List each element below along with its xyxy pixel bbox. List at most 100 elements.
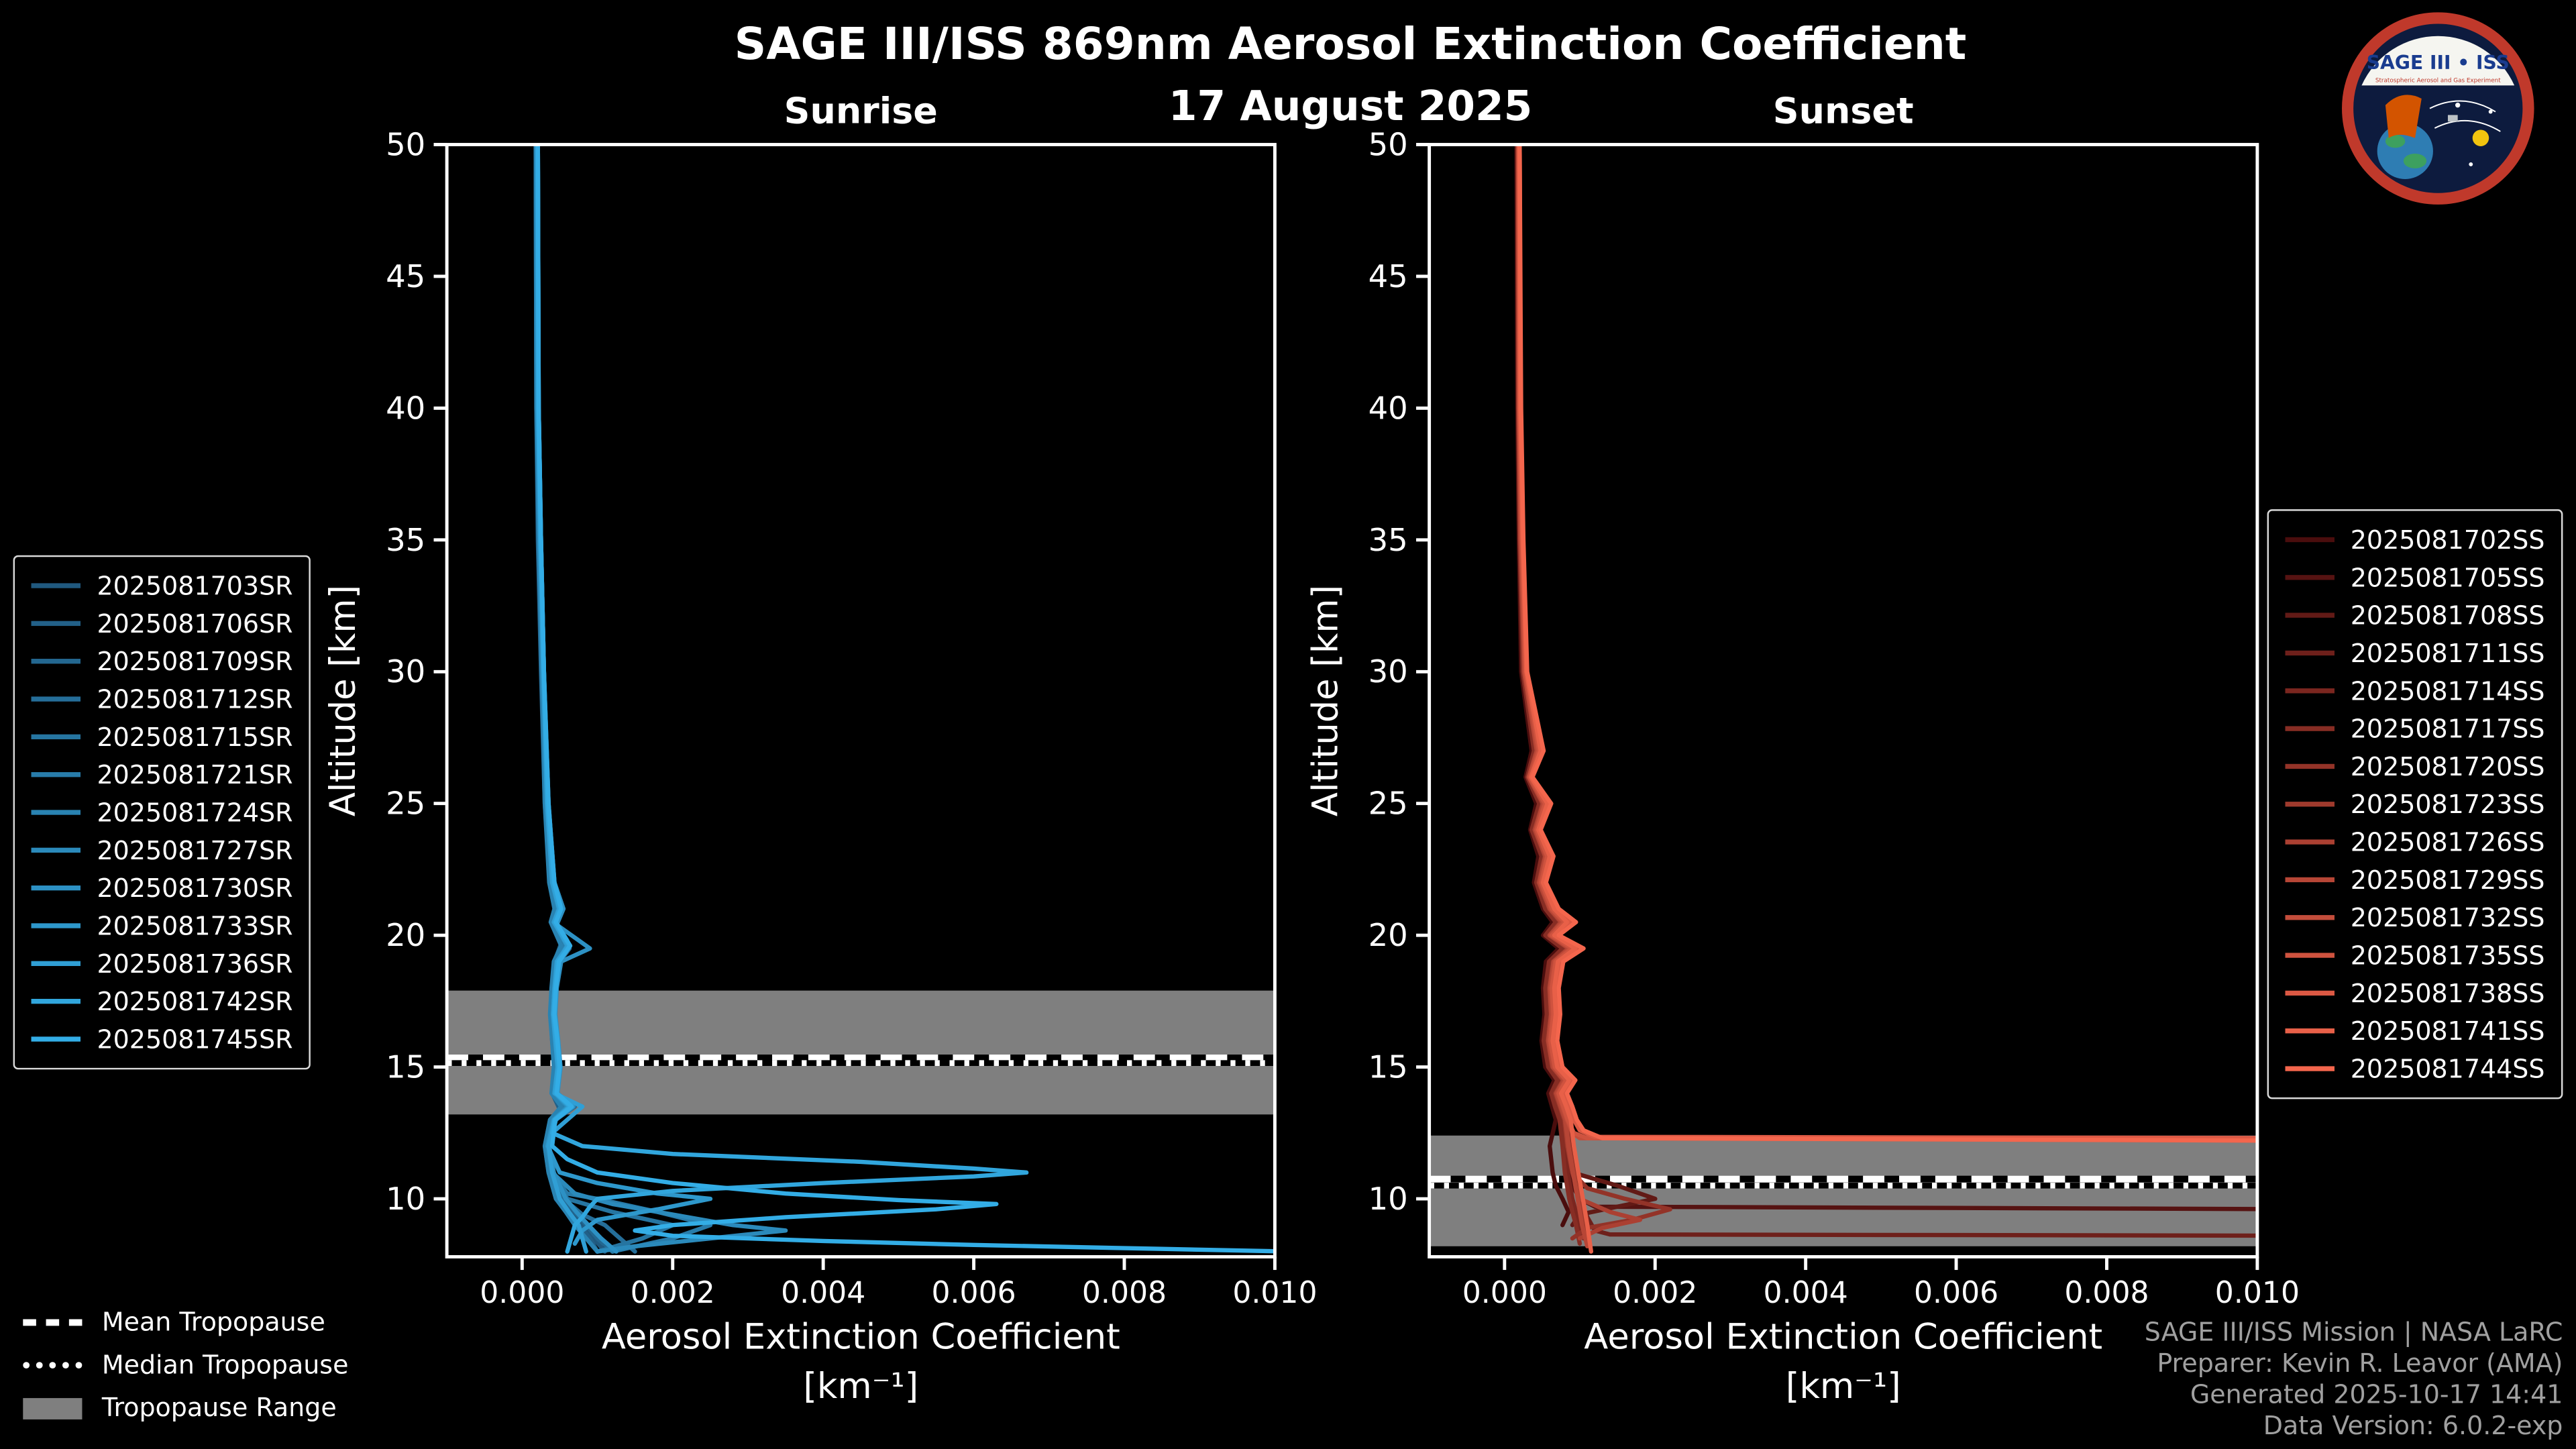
profile-line-2025081705SS bbox=[1515, 144, 2257, 1212]
x-tick-label: 0.004 bbox=[781, 1276, 865, 1310]
y-tick-label: 15 bbox=[1368, 1049, 1408, 1085]
series-label: 2025081705SS bbox=[2350, 562, 2545, 592]
series-color-swatch bbox=[31, 885, 81, 891]
y-tick-label: 50 bbox=[386, 126, 425, 162]
legend-item-2025081712SR: 2025081712SR bbox=[31, 680, 293, 718]
y-tick-label: 30 bbox=[386, 653, 425, 690]
y-tick-label: 50 bbox=[1368, 126, 1408, 162]
attribution-block: SAGE III/ISS Mission | NASA LaRC Prepare… bbox=[2145, 1318, 2563, 1442]
series-label: 2025081703SR bbox=[97, 571, 293, 601]
profile-line-2025081720SS bbox=[1515, 144, 1672, 1241]
series-color-swatch bbox=[2284, 1028, 2334, 1034]
x-tick-label: 0.010 bbox=[2215, 1276, 2300, 1310]
legend-item-2025081703SR: 2025081703SR bbox=[31, 567, 293, 604]
x-tick-label: 0.004 bbox=[1764, 1276, 1848, 1310]
y-tick-label: 45 bbox=[386, 258, 425, 294]
series-label: 2025081712SR bbox=[97, 684, 293, 714]
y-tick-label: 20 bbox=[1368, 917, 1408, 953]
profile-line-2025081711SS bbox=[1517, 144, 2257, 1238]
legend-item-mean-tropopause: Mean Tropopause bbox=[23, 1306, 348, 1339]
dotted-line-swatch bbox=[23, 1362, 83, 1369]
satellite-graphic bbox=[2447, 115, 2458, 122]
series-label: 2025081724SR bbox=[97, 797, 293, 828]
data-version-line: Data Version: 6.0.2-exp bbox=[2263, 1411, 2563, 1441]
series-color-swatch bbox=[2284, 612, 2334, 618]
legend-label: Median Tropopause bbox=[101, 1350, 349, 1381]
legend-item-2025081724SR: 2025081724SR bbox=[31, 794, 293, 831]
series-label: 2025081727SR bbox=[97, 835, 293, 865]
figure-date: 17 August 2025 bbox=[1168, 82, 1533, 130]
legend-item-2025081741SS: 2025081741SS bbox=[2284, 1012, 2544, 1050]
legend-item-tropopause-range: Tropopause Range bbox=[23, 1391, 348, 1424]
tropopause-range-band bbox=[447, 990, 1275, 1115]
legend-sunset-events: 2025081702SS 2025081705SS 2025081708SS 2025… bbox=[2266, 509, 2563, 1099]
legend-item-2025081705SS: 2025081705SS bbox=[2284, 559, 2545, 596]
y-tick-label: 40 bbox=[386, 390, 425, 426]
profile-line-2025081745SR bbox=[535, 144, 1275, 1254]
mission-line: SAGE III/ISS Mission | NASA LaRC bbox=[2144, 1318, 2563, 1348]
series-color-swatch bbox=[2284, 915, 2334, 920]
series-label: 2025081738SS bbox=[2350, 978, 2545, 1008]
series-color-swatch bbox=[2284, 688, 2334, 694]
legend-item-2025081735SS: 2025081735SS bbox=[2284, 936, 2545, 974]
series-label: 2025081711SS bbox=[2350, 638, 2545, 668]
x-tick-label: 0.008 bbox=[2064, 1276, 2149, 1310]
dashed-line-swatch bbox=[23, 1319, 83, 1326]
series-label: 2025081735SS bbox=[2350, 941, 2545, 971]
y-axis-label: Altitude [km] bbox=[323, 585, 364, 816]
series-label: 2025081726SS bbox=[2350, 827, 2545, 857]
x-tick-label: 0.002 bbox=[1613, 1276, 1697, 1310]
legend-item-2025081720SS: 2025081720SS bbox=[2284, 747, 2544, 785]
x-tick-label: 0.006 bbox=[1914, 1276, 1998, 1310]
y-tick-label: 45 bbox=[1368, 258, 1408, 294]
legend-item-2025081717SS: 2025081717SS bbox=[2284, 710, 2544, 747]
series-color-swatch bbox=[2284, 802, 2334, 807]
series-color-swatch bbox=[31, 734, 81, 740]
legend-item-2025081711SS: 2025081711SS bbox=[2284, 634, 2545, 672]
preparer-line: Preparer: Kevin R. Leavor (AMA) bbox=[2157, 1348, 2563, 1379]
y-tick-label: 30 bbox=[1368, 653, 1408, 690]
x-tick-label: 0.008 bbox=[1082, 1276, 1167, 1310]
y-tick-label: 25 bbox=[1368, 786, 1408, 822]
y-tick-label: 10 bbox=[386, 1181, 425, 1217]
series-label: 2025081706SR bbox=[97, 608, 293, 639]
x-axis-label: Aerosol Extinction Coefficient bbox=[602, 1317, 1120, 1358]
series-label: 2025081742SR bbox=[97, 986, 293, 1016]
y-tick-label: 20 bbox=[386, 917, 425, 953]
legend-item-2025081723SS: 2025081723SS bbox=[2284, 786, 2545, 823]
x-tick-label: 0.000 bbox=[480, 1276, 564, 1310]
legend-item-2025081702SS: 2025081702SS bbox=[2284, 521, 2544, 558]
legend-label: Mean Tropopause bbox=[101, 1307, 325, 1338]
series-color-swatch bbox=[31, 772, 81, 777]
series-label: 2025081733SR bbox=[97, 910, 293, 941]
legend-item-2025081727SR: 2025081727SR bbox=[31, 831, 293, 869]
profile-line-2025081735SS bbox=[1516, 144, 2257, 1143]
y-tick-label: 35 bbox=[386, 522, 425, 558]
legend-item-2025081726SS: 2025081726SS bbox=[2284, 823, 2545, 861]
legend-item-2025081742SR: 2025081742SR bbox=[31, 982, 293, 1020]
legend-item-2025081715SR: 2025081715SR bbox=[31, 718, 293, 755]
y-tick-label: 25 bbox=[386, 786, 425, 822]
series-color-swatch bbox=[31, 1036, 81, 1042]
series-label: 2025081715SR bbox=[97, 722, 293, 752]
profile-line-2025081738SS bbox=[1517, 144, 2257, 1140]
series-label: 2025081732SS bbox=[2350, 902, 2545, 932]
legend-item-2025081738SS: 2025081738SS bbox=[2284, 974, 2545, 1012]
series-label: 2025081723SS bbox=[2350, 789, 2545, 819]
series-color-swatch bbox=[2284, 953, 2334, 958]
y-tick-label: 15 bbox=[386, 1049, 425, 1085]
y-tick-label: 35 bbox=[1368, 522, 1408, 558]
y-tick-label: 40 bbox=[1368, 390, 1408, 426]
series-color-swatch bbox=[31, 923, 81, 928]
series-color-swatch bbox=[2284, 990, 2334, 996]
tropopause-legend: Mean Tropopause Median Tropopause Tropop… bbox=[23, 1306, 348, 1424]
series-color-swatch bbox=[2284, 650, 2334, 656]
series-color-swatch bbox=[31, 659, 81, 664]
generated-line: Generated 2025-10-17 14:41 bbox=[2190, 1380, 2563, 1410]
legend-item-2025081730SR: 2025081730SR bbox=[31, 869, 292, 907]
series-label: 2025081709SR bbox=[97, 646, 293, 676]
series-label: 2025081729SS bbox=[2350, 865, 2545, 895]
plot-frame bbox=[1428, 143, 2259, 1258]
series-color-swatch bbox=[2284, 877, 2334, 883]
